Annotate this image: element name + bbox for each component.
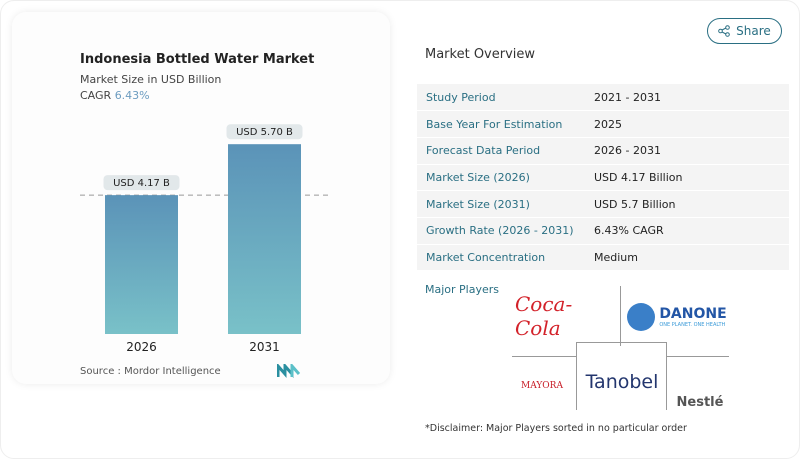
- source-text: Source : Mordor Intelligence: [80, 366, 221, 377]
- row-value: USD 4.17 Billion: [585, 164, 789, 192]
- bar-2031: [228, 144, 301, 334]
- disclaimer: *Disclaimer: Major Players sorted in no …: [425, 423, 687, 434]
- overview-title: Market Overview: [425, 47, 536, 62]
- overview-row: Growth Rate (2026 - 2031) 6.43% CAGR: [417, 217, 789, 245]
- data-label-bg: [226, 124, 303, 140]
- danone-text: DANONE: [659, 306, 727, 322]
- bar-2026: [105, 195, 178, 334]
- share-label: Share: [736, 24, 771, 38]
- row-value: Medium: [585, 244, 789, 272]
- data-label-bg: [103, 175, 180, 191]
- nestle-logo: Nestlé: [676, 395, 724, 410]
- x-tick-label: 2026: [126, 340, 157, 354]
- overview-row: Market Size (2026) USD 4.17 Billion: [417, 164, 789, 192]
- cagr-text: CAGR 6.43%: [80, 89, 150, 102]
- row-label: Market Size (2026): [417, 164, 585, 192]
- data-label: USD 4.17 B: [113, 178, 170, 189]
- overview-row: Market Concentration Medium: [417, 244, 789, 272]
- row-label: Growth Rate (2026 - 2031): [417, 217, 585, 245]
- overview-row: Study Period 2021 - 2031: [417, 84, 789, 112]
- share-icon: [718, 25, 730, 37]
- x-tick-label: 2031: [249, 340, 280, 354]
- mordor-logo-icon: [277, 364, 301, 378]
- major-players-title: Major Players: [425, 283, 499, 296]
- row-value: 2026 - 2031: [585, 137, 789, 165]
- bar-chart: USD 4.17 B 2026 USD 5.70 B 2031: [80, 124, 330, 354]
- row-value: 2025: [585, 110, 789, 138]
- row-value: 2021 - 2031: [585, 84, 789, 112]
- cagr-value: 6.43%: [114, 89, 150, 102]
- danone-tagline: ONE PLANET. ONE HEALTH: [659, 322, 726, 328]
- row-label: Forecast Data Period: [417, 137, 585, 165]
- row-label: Study Period: [417, 84, 585, 112]
- row-value: 6.43% CAGR: [585, 217, 789, 245]
- danone-logo: DANONE ONE PLANET. ONE HEALTH: [624, 300, 730, 334]
- tanobel-logo: Tanobel: [585, 371, 659, 393]
- row-label: Base Year For Estimation: [417, 110, 585, 138]
- chart-title: Indonesia Bottled Water Market: [80, 52, 315, 67]
- overview-row: Market Size (2031) USD 5.7 Billion: [417, 190, 789, 218]
- data-label: USD 5.70 B: [236, 127, 293, 138]
- overview-row: Base Year For Estimation 2025: [417, 110, 789, 138]
- overview-row: Forecast Data Period 2026 - 2031: [417, 137, 789, 165]
- cagr-label: CAGR: [80, 89, 112, 102]
- coca-cola-logo: Coca-Cola: [515, 292, 573, 340]
- row-label: Market Concentration: [417, 244, 585, 272]
- mayora-logo: MAYORA: [521, 381, 563, 391]
- chart-card: [12, 12, 390, 384]
- chart-subtitle: Market Size in USD Billion: [80, 73, 222, 86]
- overview-table: Study Period 2021 - 2031 Base Year For Est…: [417, 84, 789, 272]
- row-label: Market Size (2031): [417, 190, 585, 218]
- row-value: USD 5.7 Billion: [585, 190, 789, 218]
- share-button[interactable]: Share: [707, 18, 782, 44]
